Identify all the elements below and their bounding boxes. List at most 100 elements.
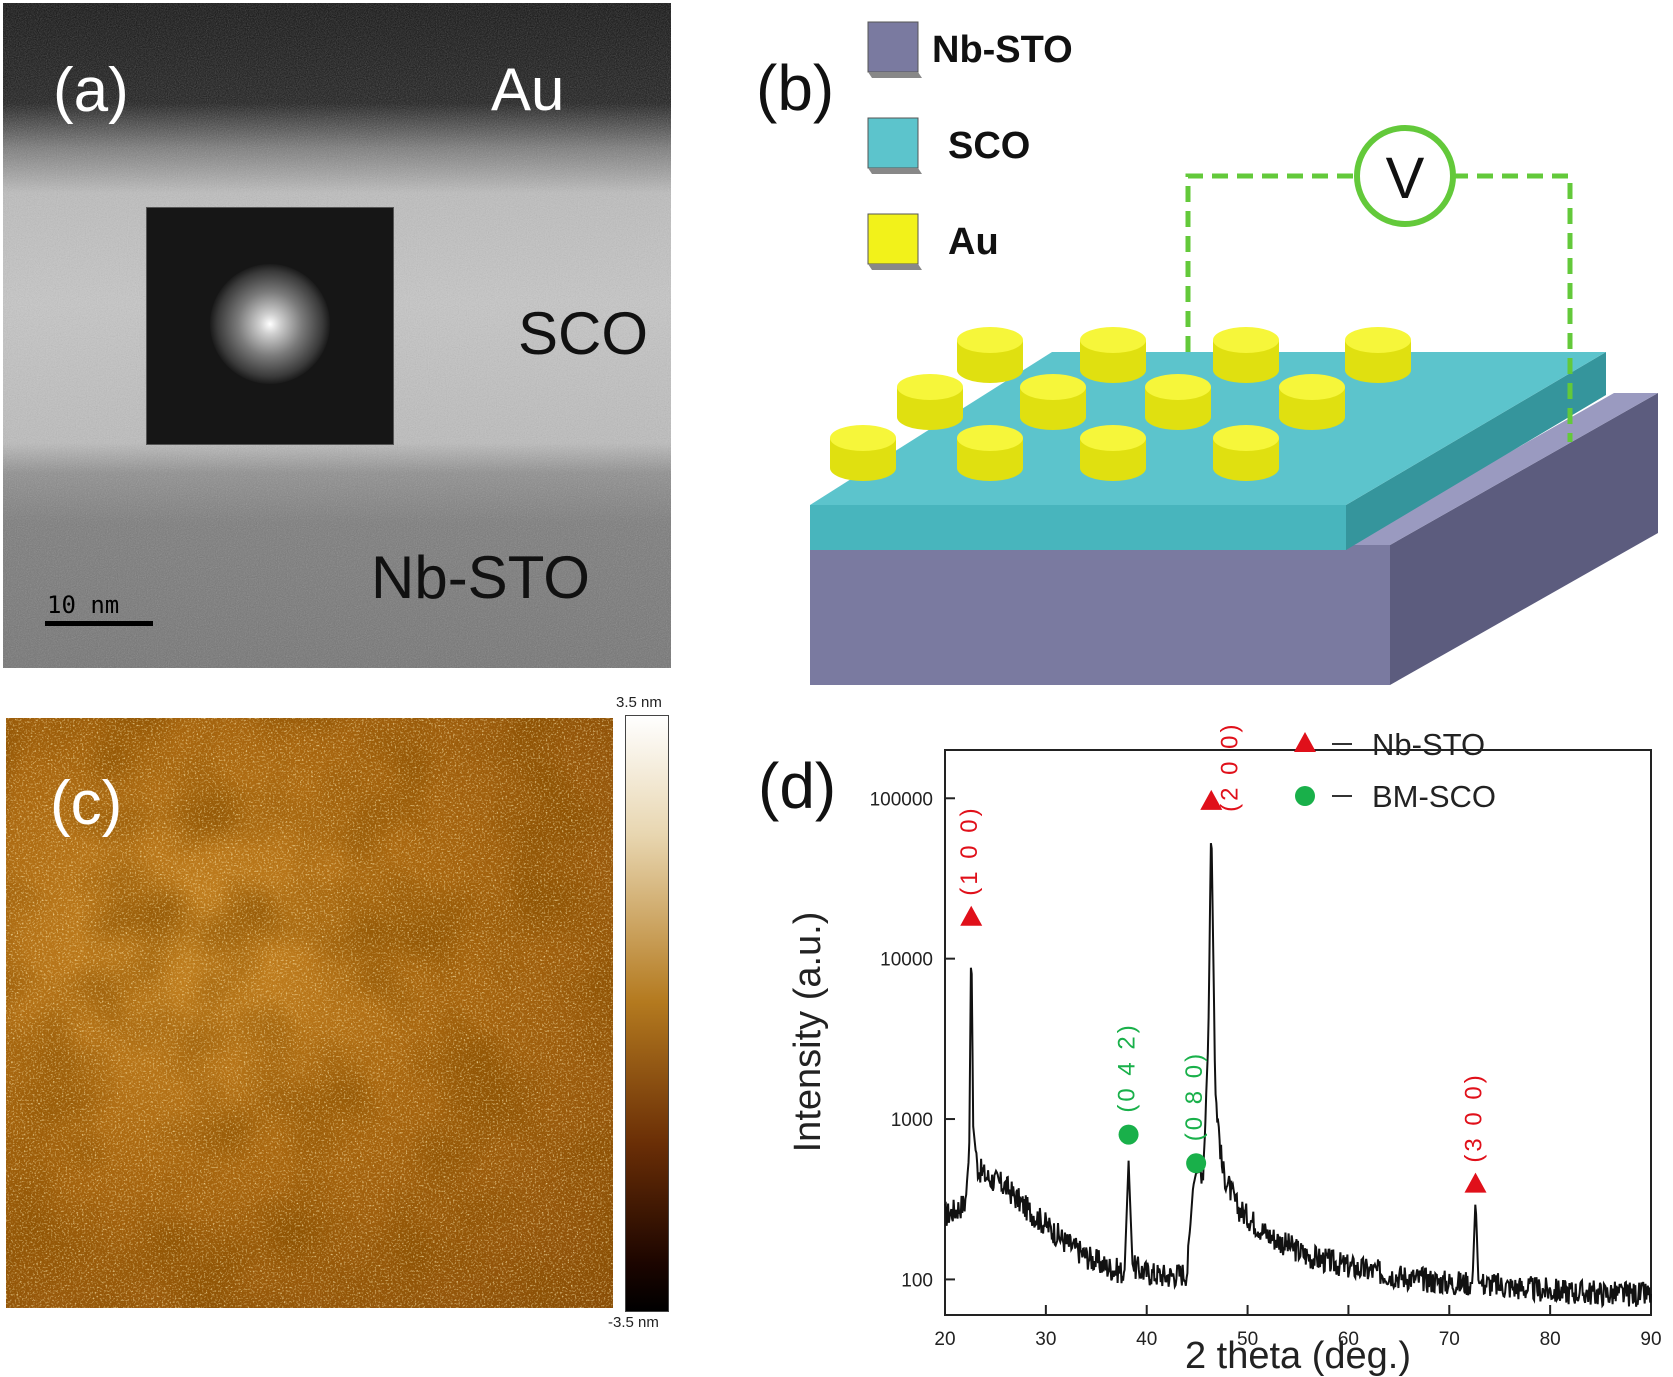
axis-ticks: 20 30 40 50 60 70 80 90 100 1000 10000 100000 [870,789,1662,1350]
au-electrode [957,327,1023,383]
electrode-top [1080,425,1146,451]
circle-marker [1186,1153,1207,1174]
electrode-top [1080,327,1146,353]
sco-side [1346,352,1606,550]
x-tick-label: 40 [1136,1329,1157,1350]
layer-label-sco: SCO [518,300,649,367]
triangle-marker [1200,789,1223,810]
peak-100: (1 0 0) [956,805,983,926]
legend-item-au: Au [867,213,999,270]
peak-200: (2 0 0) [1200,721,1243,812]
x-tick-label: 50 [1237,1329,1258,1350]
y-axis-title: Intensity (a.u.) [787,912,829,1153]
y-tick-label: 10000 [880,950,933,971]
au-electrode [957,425,1023,481]
triangle-marker [1464,1172,1487,1193]
legend-swatch [867,117,919,169]
electrode-top [957,327,1023,353]
wire-left [1185,173,1358,352]
layer-label-au: Au [491,56,565,123]
x-tick-label: 30 [1035,1329,1056,1350]
electrode-top [1145,374,1211,400]
legend-circle [1295,786,1315,806]
au-electrodes [830,327,1411,481]
legend-swatch-shadow [868,264,922,270]
au-electrode [1279,374,1345,430]
height-colorbar [625,715,669,1312]
electrode-top [1345,327,1411,353]
panel-label-c: (c) [50,769,123,838]
fft-diffuse-ring [210,264,330,384]
legend-swatch [867,21,919,73]
electrode-top [830,425,896,451]
fft-inset [146,207,394,445]
au-electrode [897,374,963,430]
electrode-top [897,374,963,400]
tem-image: (a) Au SCO Nb-STO 10 nm [3,3,671,668]
substrate-side [1390,393,1658,685]
voltmeter-icon [1354,125,1456,227]
au-electrode [1080,425,1146,481]
peak-hkl-label: (0 4 2) [1114,1022,1141,1112]
peak-hkl-label: (1 0 0) [956,805,983,895]
x-axis-title: 2 theta (deg.) [1185,1335,1411,1377]
peak-300: (3 0 0) [1461,1072,1488,1193]
schematic-legend: Nb-STO SCO Au [867,21,1073,270]
xrd-chart: (d) 20 30 40 50 60 70 80 90 100 1000 10000 100000 (… [758,721,1662,1377]
legend-item-nb-sto: Nb-STO [867,21,1073,78]
device-schematic: (b) Nb-STO SCO Au V [756,21,1658,685]
x-tick-label: 80 [1540,1329,1561,1350]
x-tick-label: 60 [1338,1329,1359,1350]
electrode-top [957,425,1023,451]
legend-label: Nb-STO [932,29,1073,71]
legend-label: Au [948,221,999,263]
substrate-top-edge [1346,393,1658,545]
electrode-top [1213,425,1279,451]
legend-label: BM-SCO [1372,779,1496,814]
voltmeter-label: V [1386,146,1425,211]
legend-label: SCO [948,125,1030,167]
legend-bm-sco: BM-SCO [1295,779,1496,814]
legend-triangle [1294,732,1316,752]
wire-right [1452,173,1573,442]
legend-nb-sto: Nb-STO [1294,727,1485,762]
y-tick-label: 1000 [891,1110,933,1131]
panel-label-d: (d) [758,750,836,822]
peak-hkl-label: (0 8 0) [1181,1051,1208,1141]
peak-hkl-label: (3 0 0) [1461,1072,1488,1162]
au-electrode [1080,327,1146,383]
colorbar-min-label: -3.5 nm [608,1314,659,1331]
chart-legend: Nb-STO BM-SCO [1294,727,1496,814]
legend-swatch-shadow [868,168,922,174]
legend-swatch-shadow [868,72,922,78]
panel-label-b: (b) [756,52,834,124]
peak-080: (0 8 0) [1181,1051,1208,1174]
x-tick-label: 90 [1640,1329,1661,1350]
afm-texture [6,718,613,1308]
x-tick-label: 20 [934,1329,955,1350]
y-tick-label: 100000 [870,789,933,810]
au-electrode [830,425,896,481]
electrode-top [1020,374,1086,400]
peak-042: (0 4 2) [1114,1022,1141,1145]
au-electrode [1213,327,1279,383]
circle-marker [1118,1124,1139,1145]
layer-label-nbsto: Nb-STO [371,544,590,611]
triangle-marker [960,905,983,926]
au-electrode [1213,425,1279,481]
sco-front [810,505,1346,550]
legend-item-sco: SCO [867,117,1030,174]
au-electrode [1145,374,1211,430]
legend-swatch [867,213,919,265]
colorbar-max-label: 3.5 nm [616,694,662,711]
peak-annotations: (1 0 0) (0 4 2) (0 8 0) (2 0 0) (3 0 0) [956,721,1488,1193]
scale-bar-label: 10 nm [47,591,120,619]
au-electrode [1020,374,1086,430]
legend-label: Nb-STO [1372,727,1485,762]
scale-bar [45,621,153,626]
y-tick-label: 100 [901,1270,933,1291]
electrode-top [1213,327,1279,353]
x-tick-label: 70 [1439,1329,1460,1350]
panel-label-a: (a) [53,56,129,125]
peak-hkl-label: (2 0 0) [1216,721,1243,811]
